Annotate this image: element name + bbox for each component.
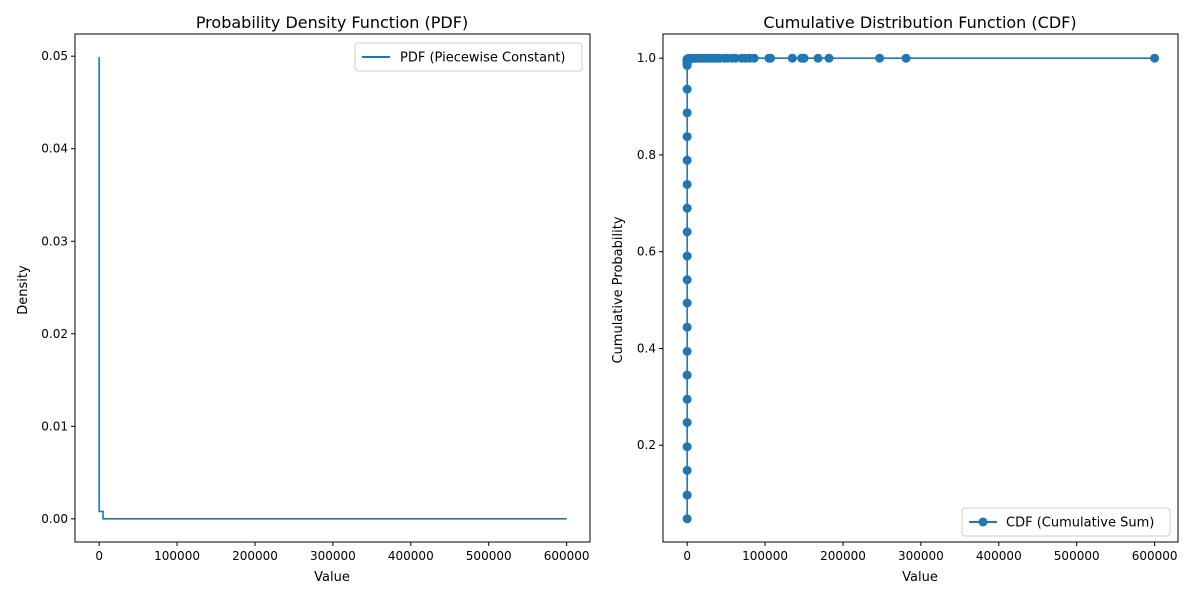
- cdf-panel: Cumulative Distribution Function (CDF) 0…: [611, 13, 1179, 585]
- cdf-data-point: [1150, 53, 1160, 63]
- pdf-plot-area: 0 100000 200000 300000 400000 500000 600000 0.0…: [41, 33, 591, 563]
- pdf-xtick-label: 100000: [154, 549, 200, 563]
- cdf-data-point: [682, 203, 692, 213]
- pdf-xtick-label: 400000: [388, 549, 434, 563]
- pdf-ytick-label: 0.01: [41, 419, 68, 433]
- pdf-legend-label: PDF (Piecewise Constant): [400, 51, 566, 66]
- cdf-data-point: [682, 465, 692, 475]
- cdf-data-point: [799, 53, 809, 63]
- cdf-data-point: [813, 53, 823, 63]
- cdf-data-point: [682, 490, 692, 500]
- cdf-xtick-label: 500000: [1054, 549, 1100, 563]
- cdf-data-point: [787, 53, 797, 63]
- cdf-data-point: [766, 53, 776, 63]
- pdf-xtick-label: 500000: [466, 549, 512, 563]
- cdf-ytick-label: 0.2: [637, 438, 656, 452]
- cdf-data-point: [875, 53, 885, 63]
- cdf-ylabel: Cumulative Probability: [611, 216, 626, 363]
- pdf-ytick-label: 0.00: [41, 512, 68, 526]
- cdf-title: Cumulative Distribution Function (CDF): [763, 13, 1076, 32]
- cdf-xtick-label: 600000: [1132, 549, 1178, 563]
- cdf-xtick-label: 0: [683, 549, 691, 563]
- cdf-ytick-label: 1.0: [637, 51, 656, 65]
- cdf-data-point: [682, 275, 692, 285]
- pdf-legend-box: [354, 42, 583, 72]
- cdf-data-point: [682, 179, 692, 189]
- cdf-data-point: [682, 370, 692, 380]
- cdf-axes-frame: [662, 33, 1179, 543]
- cdf-ytick-label: 0.8: [637, 148, 656, 162]
- pdf-xtick-label: 600000: [544, 549, 590, 563]
- pdf-ylabel: Density: [16, 265, 31, 315]
- pdf-panel: Probability Density Function (PDF) 0 1000…: [16, 13, 591, 585]
- cdf-data-point: [682, 84, 692, 94]
- pdf-ytick-label: 0.05: [41, 49, 68, 63]
- cdf-xtick-label: 400000: [976, 549, 1022, 563]
- pdf-xtick-label: 200000: [232, 549, 278, 563]
- cdf-xlabel: Value: [902, 570, 938, 585]
- cdf-xtick-label: 200000: [820, 549, 866, 563]
- pdf-xtick-label: 300000: [310, 549, 356, 563]
- cdf-data-point: [682, 132, 692, 142]
- cdf-data-point: [682, 417, 692, 427]
- pdf-ytick-label: 0.04: [41, 142, 68, 156]
- cdf-xtick-label: 300000: [898, 549, 944, 563]
- cdf-data-point: [749, 53, 759, 63]
- cdf-ytick-label: 0.6: [637, 245, 656, 259]
- cdf-xtick-label: 100000: [742, 549, 788, 563]
- cdf-ytick-label: 0.4: [637, 341, 656, 355]
- cdf-data-point: [730, 53, 740, 63]
- pdf-ytick-label: 0.03: [41, 234, 68, 248]
- cdf-legend: CDF (Cumulative Sum): [961, 507, 1171, 537]
- cdf-data-point: [682, 108, 692, 118]
- pdf-legend: PDF (Piecewise Constant): [354, 42, 583, 72]
- cdf-legend-marker: [978, 517, 988, 527]
- pdf-xtick-label: 0: [95, 549, 103, 563]
- cdf-data-point: [824, 53, 834, 63]
- cdf-data-point: [682, 227, 692, 237]
- pdf-xlabel: Value: [314, 570, 350, 585]
- pdf-ytick-label: 0.02: [41, 327, 68, 341]
- cdf-data-point: [682, 514, 692, 524]
- cdf-data-point: [682, 251, 692, 261]
- cdf-data-point: [682, 394, 692, 404]
- cdf-data-point: [682, 322, 692, 332]
- cdf-data-point: [682, 155, 692, 165]
- cdf-data-point: [682, 442, 692, 452]
- pdf-title: Probability Density Function (PDF): [196, 13, 468, 32]
- pdf-axes-frame: [74, 33, 591, 543]
- cdf-legend-box: [961, 507, 1171, 537]
- cdf-series-line: [686, 57, 1155, 519]
- cdf-data-point: [682, 298, 692, 308]
- cdf-legend-label: CDF (Cumulative Sum): [1006, 516, 1154, 531]
- pdf-series-line: [98, 57, 567, 520]
- cdf-plot-area: 0 100000 200000 300000 400000 500000 600000 0.2…: [637, 33, 1179, 563]
- cdf-data-point: [682, 346, 692, 356]
- cdf-data-point: [901, 53, 911, 63]
